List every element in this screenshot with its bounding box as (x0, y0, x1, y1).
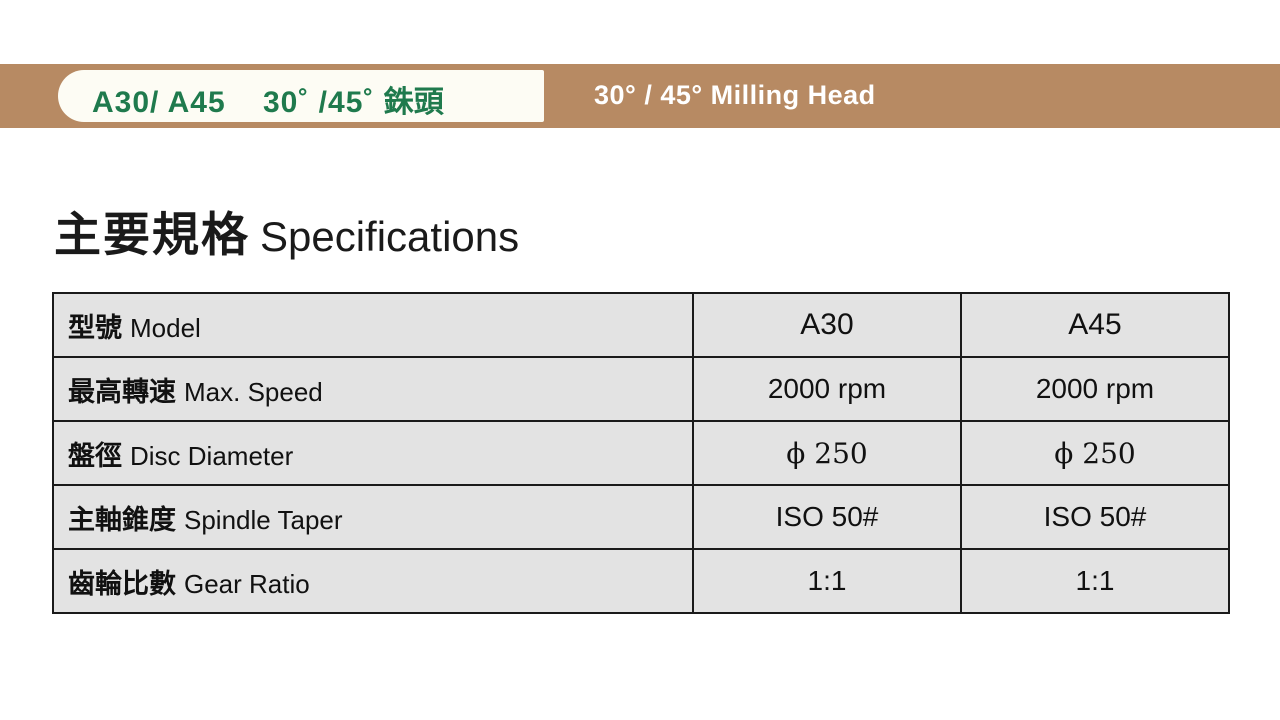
row-label-model: 型號 Model (52, 292, 694, 358)
row-label-max-speed: 最高轉速 Max. Speed (52, 356, 694, 422)
cell-max-speed-a45: 2000 rpm (960, 356, 1230, 422)
page-title-english: Specifications (260, 213, 520, 260)
row-label-cjk: 主軸錐度 (68, 504, 176, 536)
table-row: 盤徑 Disc Diameter ϕ 250 ϕ 250 (52, 420, 1230, 486)
specifications-table: 型號 Model A30 A45 最高轉速 Max. Speed 2000 rpm … (52, 292, 1230, 614)
row-label-en: Model (130, 312, 201, 343)
cell-model-a30: A30 (692, 292, 962, 358)
row-label-en: Disc Diameter (130, 440, 294, 471)
header-title-plate: A30/ A45 30˚ /45˚ 銖頭 (58, 70, 544, 122)
row-label-en: Max. Speed (184, 376, 323, 407)
page-title-cjk: 主要規格 (54, 208, 250, 263)
header-angles: 30˚ /45˚ (262, 86, 375, 119)
cell-gear-ratio-a30: 1:1 (692, 548, 962, 614)
table-row: 主軸錐度 Spindle Taper ISO 50# ISO 50# (52, 484, 1230, 550)
page-title: 主要規格 Specifications (54, 196, 519, 265)
row-label-cjk: 盤徑 (68, 440, 122, 472)
row-label-spindle-taper: 主軸錐度 Spindle Taper (52, 484, 694, 550)
header-model-codes: A30/ A45 (92, 86, 226, 119)
cell-gear-ratio-a45: 1:1 (960, 548, 1230, 614)
row-label-gear-ratio: 齒輪比數 Gear Ratio (52, 548, 694, 614)
header-plate-cjk-suffix: 銖頭 (383, 85, 444, 120)
table-row: 最高轉速 Max. Speed 2000 rpm 2000 rpm (52, 356, 1230, 422)
header-band: A30/ A45 30˚ /45˚ 銖頭 30° / 45° Milling H… (0, 64, 1280, 128)
row-label-en: Spindle Taper (184, 504, 343, 535)
cell-spindle-taper-a45: ISO 50# (960, 484, 1230, 550)
cell-disc-diameter-a45: ϕ 250 (960, 420, 1230, 486)
table-row: 型號 Model A30 A45 (52, 292, 1230, 358)
row-label-en: Gear Ratio (184, 568, 310, 599)
row-label-disc-diameter: 盤徑 Disc Diameter (52, 420, 694, 486)
row-label-cjk: 最高轉速 (68, 376, 176, 408)
cell-disc-diameter-a30: ϕ 250 (692, 420, 962, 486)
header-english-title: 30° / 45° Milling Head (594, 80, 876, 110)
header-plate-text: A30/ A45 30˚ /45˚ 銖頭 (92, 77, 444, 121)
cell-max-speed-a30: 2000 rpm (692, 356, 962, 422)
table-row: 齒輪比數 Gear Ratio 1:1 1:1 (52, 548, 1230, 614)
cell-model-a45: A45 (960, 292, 1230, 358)
row-label-cjk: 齒輪比數 (68, 568, 176, 600)
row-label-cjk: 型號 (68, 312, 122, 344)
cell-spindle-taper-a30: ISO 50# (692, 484, 962, 550)
